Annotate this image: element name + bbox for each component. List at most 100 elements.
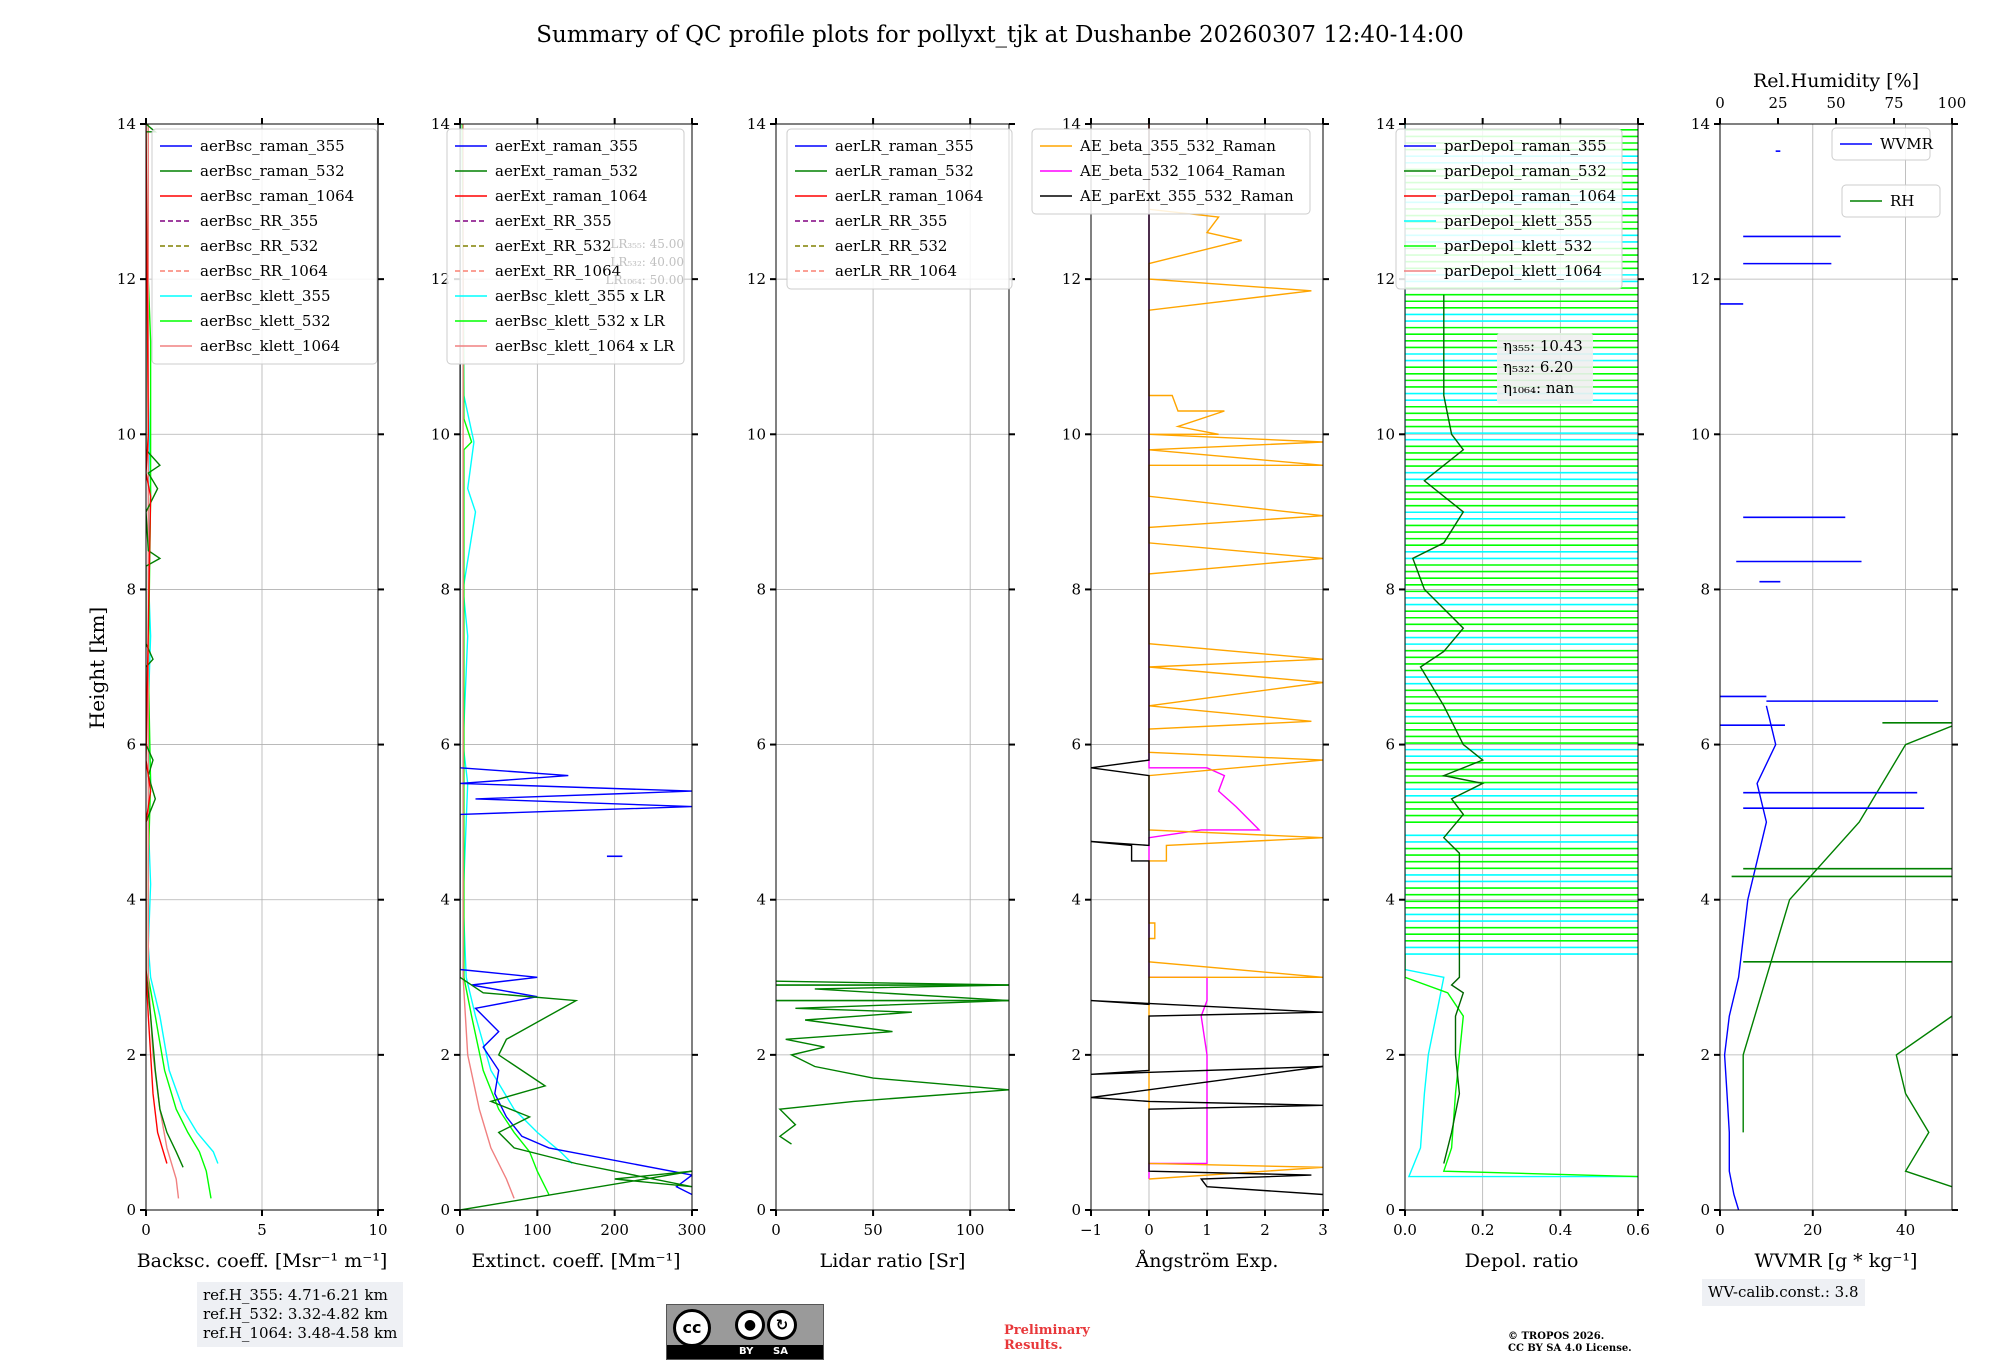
plot-area-depol — [1405, 124, 1638, 1178]
ref-height-355: ref.H_355: 4.71-6.21 km — [203, 1286, 388, 1304]
legend-label-bsc: aerBsc_RR_1064 — [200, 262, 328, 280]
ytick-label-ext: 4 — [440, 891, 450, 909]
xtick-label-ae: 0 — [1144, 1221, 1154, 1239]
xtick-label-ext: 100 — [523, 1221, 552, 1239]
ytick-label-lr: 12 — [747, 270, 766, 288]
legend-label-lr: aerLR_RR_532 — [835, 237, 947, 255]
legend-box-ext — [446, 128, 685, 365]
xlabel-bsc: Backsc. coeff. [Msr⁻¹ m⁻¹] — [137, 1250, 388, 1272]
ytick-label-lr: 8 — [756, 580, 766, 598]
ytick-label-wv: 0 — [1700, 1201, 1710, 1219]
xtick-label-ae: 2 — [1260, 1221, 1270, 1239]
series-ae-beta-355-532-raman — [1148, 124, 1323, 1180]
legend-label-ext: aerExt_RR_1064 — [495, 262, 621, 280]
xlabel-lr: Lidar ratio [Sr] — [820, 1250, 966, 1272]
preliminary-results-note: Preliminary Results. — [1004, 1323, 1090, 1353]
series-aerbsc-raman-1064 — [146, 124, 168, 1164]
series-ae-parext-355-532-raman — [1091, 124, 1323, 1196]
series-aerbsc-raman-532 — [146, 124, 184, 1168]
ytick-label-ae: 6 — [1071, 736, 1081, 754]
xtick-label-ae: 1 — [1202, 1221, 1212, 1239]
top-tick-label-rh: 75 — [1884, 94, 1903, 112]
ytick-label-depol: 10 — [1376, 425, 1395, 443]
lr-note-ext: LR₃₅₅: 45.00 — [610, 237, 684, 251]
cc-license-logo: cc ● ↻ BY SA — [666, 1304, 824, 1360]
legend-label-ext: aerBsc_klett_355 x LR — [495, 287, 666, 305]
ytick-label-wv: 6 — [1700, 736, 1710, 754]
xtick-label-lr: 50 — [864, 1221, 883, 1239]
legend-box-wvmr — [1831, 127, 1931, 161]
legend-label-ext: aerExt_raman_355 — [495, 137, 638, 155]
xtick-label-depol: 0.0 — [1393, 1221, 1417, 1239]
ytick-label-ext: 2 — [440, 1046, 450, 1064]
ytick-label-depol: 2 — [1385, 1046, 1395, 1064]
legend-label-wvmr: WVMR — [1880, 135, 1934, 153]
xtick-label-ext: 300 — [678, 1221, 707, 1239]
plot-area-ext — [460, 124, 692, 1210]
legend-label-lr: aerLR_RR_355 — [835, 212, 947, 230]
cc-by-label: BY — [739, 1346, 754, 1357]
legend-label-ext: aerExt_RR_355 — [495, 212, 612, 230]
ytick-label-bsc: 2 — [126, 1046, 136, 1064]
ytick-label-wv: 14 — [1691, 115, 1710, 133]
xtick-label-depol: 0.6 — [1626, 1221, 1650, 1239]
legend-label-lr: aerLR_raman_1064 — [835, 187, 983, 205]
ytick-label-ext: 6 — [440, 736, 450, 754]
series-pardepol-klett-532 — [1405, 954, 1638, 1178]
wv-calib-text: WV-calib.const.: 3.8 — [1708, 1283, 1859, 1301]
ytick-label-ae: 12 — [1062, 270, 1081, 288]
ytick-label-ext: 10 — [431, 425, 450, 443]
series-wvmr — [1723, 705, 1777, 1210]
ylabel-height: Height [km] — [85, 607, 109, 729]
xtick-label-wv: 40 — [1896, 1221, 1915, 1239]
ytick-label-ext: 0 — [440, 1201, 450, 1219]
sa-share-icon: ↻ — [767, 1310, 797, 1340]
legend-box-depol — [1395, 128, 1623, 290]
ref-height-infobox: ref.H_355: 4.71-6.21 km ref.H_532: 3.32-… — [197, 1282, 404, 1347]
by-person-icon: ● — [735, 1310, 765, 1340]
ytick-label-ext: 12 — [431, 270, 450, 288]
xtick-label-lr: 0 — [771, 1221, 781, 1239]
ytick-label-ae: 0 — [1071, 1201, 1081, 1219]
ytick-label-bsc: 12 — [117, 270, 136, 288]
series-rh — [1742, 725, 1952, 1188]
ytick-label-bsc: 8 — [126, 580, 136, 598]
legend-box-bsc — [151, 128, 378, 365]
top-tick-label-rh: 0 — [1715, 94, 1725, 112]
xtick-label-bsc: 10 — [368, 1221, 387, 1239]
legend-label-bsc: aerBsc_RR_532 — [200, 237, 318, 255]
xlabel-ext: Extinct. coeff. [Mm⁻¹] — [471, 1250, 680, 1272]
ytick-label-depol: 12 — [1376, 270, 1395, 288]
ytick-label-ae: 8 — [1071, 580, 1081, 598]
legend-label-depol: parDepol_raman_532 — [1444, 162, 1607, 180]
ytick-label-wv: 2 — [1700, 1046, 1710, 1064]
xtick-label-bsc: 0 — [141, 1221, 151, 1239]
legend-box-ae — [1031, 128, 1311, 215]
ytick-label-depol: 14 — [1376, 115, 1395, 133]
xlabel-depol: Depol. ratio — [1465, 1250, 1579, 1272]
xtick-label-ae: −1 — [1080, 1221, 1102, 1239]
ytick-label-ae: 4 — [1071, 891, 1081, 909]
ytick-label-depol: 8 — [1385, 580, 1395, 598]
legend-label-bsc: aerBsc_RR_355 — [200, 212, 318, 230]
cc-sa-label: SA — [773, 1346, 788, 1357]
ytick-label-wv: 4 — [1700, 891, 1710, 909]
legend-label-lr: aerLR_raman_532 — [835, 162, 974, 180]
plot-area-lr — [776, 980, 1009, 1145]
top-tick-label-rh: 100 — [1938, 94, 1967, 112]
ytick-label-lr: 0 — [756, 1201, 766, 1219]
ytick-label-ae: 10 — [1062, 425, 1081, 443]
xtick-label-ae: 3 — [1318, 1221, 1328, 1239]
ytick-label-depol: 6 — [1385, 736, 1395, 754]
legend-label-depol: parDepol_raman_355 — [1444, 137, 1607, 155]
legend-label-depol: parDepol_raman_1064 — [1444, 187, 1616, 205]
ytick-label-bsc: 6 — [126, 736, 136, 754]
xtick-label-depol: 0.4 — [1548, 1221, 1572, 1239]
cc-text: cc — [682, 1318, 702, 1337]
plot-area-wv — [1720, 150, 1952, 1210]
legend-label-lr: aerLR_RR_1064 — [835, 262, 957, 280]
wv-calib-infobox: WV-calib.const.: 3.8 — [1702, 1279, 1865, 1306]
ytick-label-lr: 4 — [756, 891, 766, 909]
plot-area-bsc — [146, 124, 219, 1199]
ytick-label-wv: 12 — [1691, 270, 1710, 288]
